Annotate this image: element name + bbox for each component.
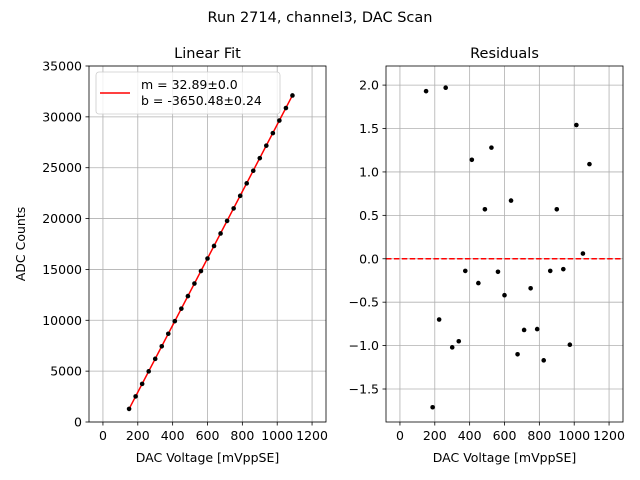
figure-title: Run 2714, channel3, DAC Scan <box>208 10 433 26</box>
x-tick-label: 1200 <box>296 428 328 443</box>
data-point <box>482 206 488 212</box>
x-tick-label: 600 <box>196 428 220 443</box>
panel-title: Residuals <box>470 46 539 62</box>
panel-title: Linear Fit <box>174 46 241 62</box>
data-point <box>224 218 230 224</box>
y-axis-label: ADC Counts <box>13 207 28 282</box>
data-point <box>277 118 282 123</box>
data-point <box>489 145 494 150</box>
data-point <box>185 293 191 299</box>
data-point <box>218 231 223 236</box>
y-tick-label: 5000 <box>50 364 82 379</box>
residuals-panel: 0 200 400 600 800 1000 1200 −1.5 −1.0 −0.5 0.0 0.5 1… <box>349 46 625 465</box>
x-tick-label: 1000 <box>261 428 293 443</box>
data-point <box>580 251 586 256</box>
x-tick-label: 200 <box>423 428 447 443</box>
x-tick-label: 1000 <box>558 428 590 443</box>
x-tick-label: 800 <box>230 428 254 443</box>
data-point <box>250 168 256 174</box>
data-point <box>231 206 236 211</box>
y-tick-label: 0 <box>74 415 82 430</box>
data-point <box>574 122 579 128</box>
data-point <box>290 93 295 98</box>
x-tick-label: 1200 <box>593 428 625 443</box>
data-point <box>502 292 507 298</box>
data-point <box>146 369 151 374</box>
data-point <box>264 143 269 148</box>
legend-box <box>95 71 281 115</box>
data-point <box>508 198 514 203</box>
y-tick-label: 2.0 <box>359 78 379 93</box>
data-point <box>587 161 592 167</box>
y-tick-label: 1.0 <box>359 164 379 179</box>
y-tick-label: 0.0 <box>359 251 379 266</box>
data-point <box>283 105 289 111</box>
x-tick-label: 400 <box>458 428 482 443</box>
linear-fit-panel: 0 200 400 600 800 1000 1200 0 5000 10000 15000 2000… <box>13 46 328 465</box>
legend-label: m = 32.89±0.0 <box>141 77 238 92</box>
x-tick-label: 600 <box>493 428 517 443</box>
data-point <box>449 345 455 350</box>
data-point <box>462 268 468 274</box>
data-point <box>205 256 210 261</box>
data-point <box>528 285 533 291</box>
y-tick-label: 25000 <box>42 160 82 175</box>
y-tick-label: 0.5 <box>359 208 379 223</box>
y-tick-label: 15000 <box>42 262 82 277</box>
data-point <box>198 268 204 274</box>
data-point <box>443 85 448 91</box>
data-point <box>534 326 540 332</box>
data-point <box>192 281 197 286</box>
data-point <box>126 406 132 412</box>
y-tick-label: 35000 <box>42 59 82 74</box>
data-point <box>547 268 553 274</box>
x-tick-label: 0 <box>99 428 107 443</box>
data-point <box>436 317 442 322</box>
data-point <box>152 356 158 362</box>
y-tick-label: 1.5 <box>359 121 379 136</box>
x-tick-label: 200 <box>126 428 150 443</box>
data-point <box>211 243 217 249</box>
y-tick-label: −1.0 <box>349 338 379 353</box>
y-tick-label: 30000 <box>42 109 82 124</box>
data-point <box>423 88 429 94</box>
data-point <box>561 266 566 272</box>
data-point <box>515 351 520 357</box>
y-tick-label: −1.5 <box>349 382 379 397</box>
data-point <box>430 404 435 410</box>
data-point <box>237 193 243 199</box>
data-point <box>521 327 527 333</box>
y-tick-label: −0.5 <box>349 295 379 310</box>
data-point <box>270 130 276 136</box>
data-point <box>133 394 138 399</box>
data-point <box>165 331 171 337</box>
data-point <box>159 343 165 349</box>
data-point <box>139 381 145 387</box>
data-point <box>495 269 501 275</box>
x-tick-label: 400 <box>161 428 185 443</box>
y-tick-label: 20000 <box>42 211 82 226</box>
data-point <box>172 318 178 324</box>
data-point <box>541 358 547 363</box>
data-point <box>244 181 250 186</box>
x-tick-label: 0 <box>396 428 404 443</box>
y-tick-label: 10000 <box>42 313 82 328</box>
legend-label: b = -3650.48±0.24 <box>141 93 262 108</box>
data-point <box>476 280 481 286</box>
data-point <box>469 157 475 163</box>
x-tick-label: 800 <box>527 428 551 443</box>
legend: m = 32.89±0.0b = -3650.48±0.24 <box>95 71 281 115</box>
data-point <box>257 155 263 161</box>
plot-frame <box>385 65 624 423</box>
data-point <box>179 306 184 311</box>
data-point <box>567 342 573 348</box>
x-axis-label: DAC Voltage [mVppSE] <box>136 450 279 465</box>
plot-frame <box>88 65 327 423</box>
data-point <box>554 206 560 212</box>
x-axis-label: DAC Voltage [mVppSE] <box>433 450 576 465</box>
data-point <box>456 338 462 344</box>
